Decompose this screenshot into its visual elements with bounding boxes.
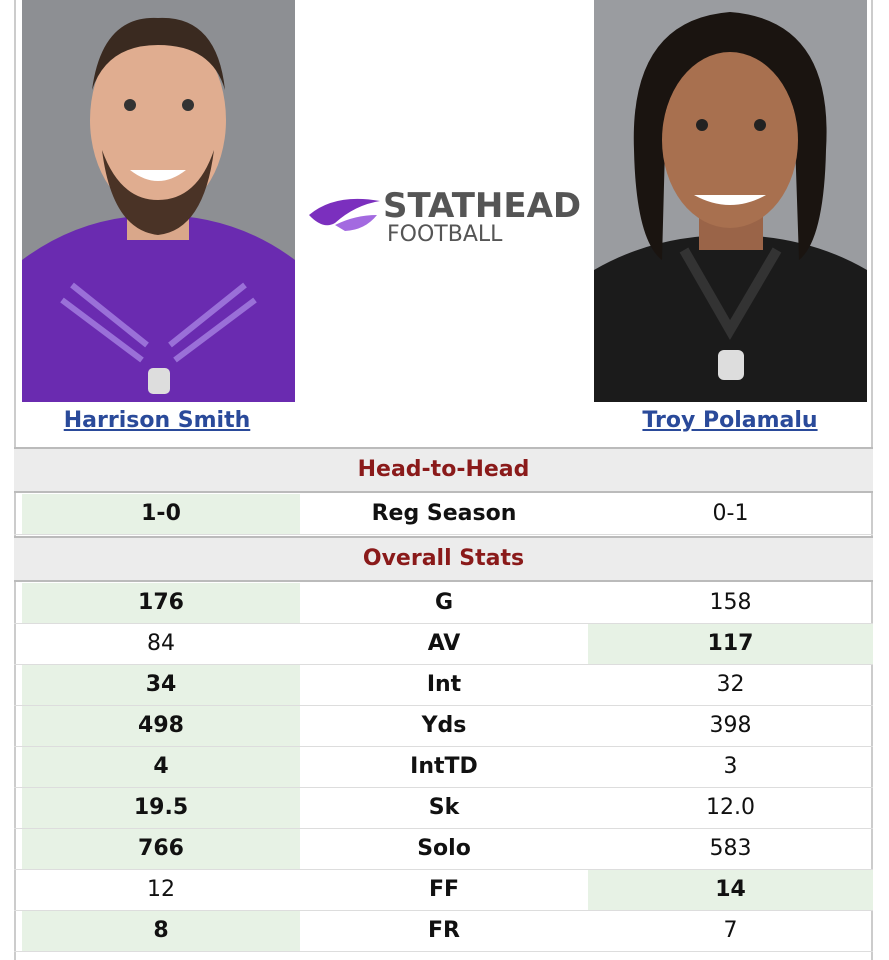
stat-value: 7 xyxy=(723,918,738,943)
player-link[interactable]: Harrison Smith xyxy=(63,408,251,433)
stat-value: 8 xyxy=(22,911,300,951)
stat-value: 19.5 xyxy=(22,788,300,828)
stat-row: 84 AV 117 xyxy=(14,624,873,665)
logo: STATHEAD FOOTBALL xyxy=(309,186,581,245)
player-link[interactable]: Troy Polamalu xyxy=(642,408,818,433)
player-photo xyxy=(594,0,867,402)
stat-row: 4 IntTD 3 xyxy=(14,747,873,788)
stat-label: Solo xyxy=(417,836,471,861)
stat-value: 176 xyxy=(22,583,300,623)
stat-label: G xyxy=(434,590,454,615)
stat-value: 3 xyxy=(723,754,738,779)
stat-label: IntTD xyxy=(410,754,478,779)
stat-row: 8 FR 7 xyxy=(14,911,873,952)
stat-value: 84 xyxy=(147,631,175,656)
stat-value: 1-0 xyxy=(22,494,300,534)
stat-value: 14 xyxy=(588,870,873,910)
stat-value: 583 xyxy=(709,836,752,861)
stat-row: 34 Int 32 xyxy=(14,665,873,706)
stat-label: Int xyxy=(426,672,462,697)
stat-row: 12 FF 14 xyxy=(14,870,873,911)
logo-brand: STATHEAD xyxy=(383,186,581,226)
stat-row: 498 Yds 398 xyxy=(14,706,873,747)
stat-label: Reg Season xyxy=(371,501,517,526)
stat-label: FF xyxy=(428,877,460,902)
stat-value: 32 xyxy=(716,672,745,697)
stat-value: 158 xyxy=(709,590,752,615)
stat-value: 398 xyxy=(709,713,752,738)
logo-sport: FOOTBALL xyxy=(387,222,503,245)
stat-value: 0-1 xyxy=(712,501,749,526)
stat-row: 176 G 158 xyxy=(14,583,873,624)
stat-row: 766 Solo 583 xyxy=(14,829,873,870)
stat-label: Yds xyxy=(421,713,467,738)
section-header: Head-to-Head xyxy=(14,447,873,493)
stat-value: 12.0 xyxy=(706,795,755,820)
stat-value: 4 xyxy=(22,747,300,787)
stat-label: FR xyxy=(428,918,460,943)
stat-label: Sk xyxy=(428,795,460,820)
stat-value: 12 xyxy=(147,877,175,902)
stat-value: 34 xyxy=(22,665,300,705)
stat-value: 766 xyxy=(22,829,300,869)
section-header: Overall Stats xyxy=(14,536,873,582)
stat-row: 1-0 Reg Season 0-1 xyxy=(14,494,873,535)
stat-value: 498 xyxy=(22,706,300,746)
stat-row: 19.5 Sk 12.0 xyxy=(14,788,873,829)
stat-label: AV xyxy=(427,631,461,656)
player-photo xyxy=(22,0,295,402)
stat-value: 117 xyxy=(588,624,873,664)
